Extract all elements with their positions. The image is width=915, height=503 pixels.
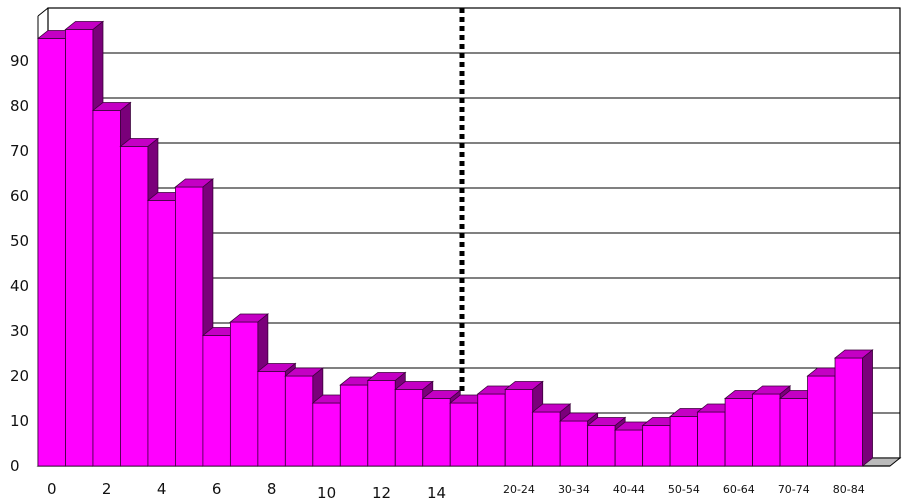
y-tick-label: 80 xyxy=(10,97,29,115)
bar-front xyxy=(147,200,176,467)
bar-front xyxy=(312,402,341,467)
chart-bars xyxy=(36,20,874,467)
bar-front xyxy=(752,393,781,467)
bar-front xyxy=(779,398,808,467)
chart-corner-edge xyxy=(37,7,49,17)
bar-front xyxy=(65,29,94,467)
bar-front xyxy=(422,398,451,467)
bar xyxy=(833,349,874,467)
bar-front xyxy=(37,38,66,467)
bar-front xyxy=(504,389,534,467)
bar-front xyxy=(642,425,671,467)
y-tick-label: 10 xyxy=(10,412,29,430)
bar xyxy=(174,178,215,467)
y-tick-label: 0 xyxy=(10,457,20,475)
x-tick-label: 4 xyxy=(157,480,167,498)
x-tick-label: 20-24 xyxy=(503,483,535,496)
bar-front xyxy=(559,420,589,467)
x-tick-label: 12 xyxy=(372,484,391,502)
bar-front xyxy=(807,375,836,467)
y-tick-label: 90 xyxy=(10,52,29,70)
bar-front xyxy=(367,380,396,467)
x-tick-label: 70-74 xyxy=(778,483,810,496)
bar-front xyxy=(257,371,286,467)
bar-front xyxy=(339,384,369,467)
bar-front xyxy=(284,375,314,467)
bar-front xyxy=(394,389,424,467)
y-axis-tick-labels: 0 10 20 30 40 50 60 70 80 90 xyxy=(10,52,29,475)
y-tick-label: 50 xyxy=(10,232,29,250)
y-tick-label: 30 xyxy=(10,322,29,340)
bar-front xyxy=(229,321,259,467)
x-axis-tick-labels: 0 2 4 6 8 10 12 14 20-24 30-34 40-44 50-54 60-64 70-7… xyxy=(47,480,865,502)
bar-front xyxy=(532,411,561,467)
bar-front xyxy=(449,402,479,467)
x-tick-label: 80-84 xyxy=(833,483,865,496)
bar-front xyxy=(587,425,616,467)
bar-front xyxy=(92,110,121,467)
bar-front xyxy=(175,186,204,467)
bar-front xyxy=(834,357,863,467)
y-tick-label: 20 xyxy=(10,367,29,385)
x-tick-label: 50-54 xyxy=(668,483,700,496)
x-tick-label: 14 xyxy=(427,484,446,502)
y-tick-label: 40 xyxy=(10,277,29,295)
bar-front xyxy=(614,429,644,467)
x-tick-label: 0 xyxy=(47,480,57,498)
x-tick-label: 2 xyxy=(102,480,112,498)
x-tick-label: 10 xyxy=(317,484,336,502)
bar-front xyxy=(724,398,753,467)
y-tick-label: 60 xyxy=(10,187,29,205)
x-tick-label: 40-44 xyxy=(613,483,645,496)
bar-front xyxy=(477,393,506,467)
x-tick-label: 8 xyxy=(267,480,277,498)
bar-front xyxy=(120,146,149,467)
bar-front xyxy=(202,335,231,467)
x-tick-label: 60-64 xyxy=(723,483,755,496)
x-tick-label: 30-34 xyxy=(558,483,590,496)
bar-front xyxy=(669,416,699,467)
bar-side xyxy=(862,349,873,467)
x-tick-label: 6 xyxy=(212,480,222,498)
y-tick-label: 70 xyxy=(10,142,29,160)
bar-front xyxy=(697,411,726,467)
